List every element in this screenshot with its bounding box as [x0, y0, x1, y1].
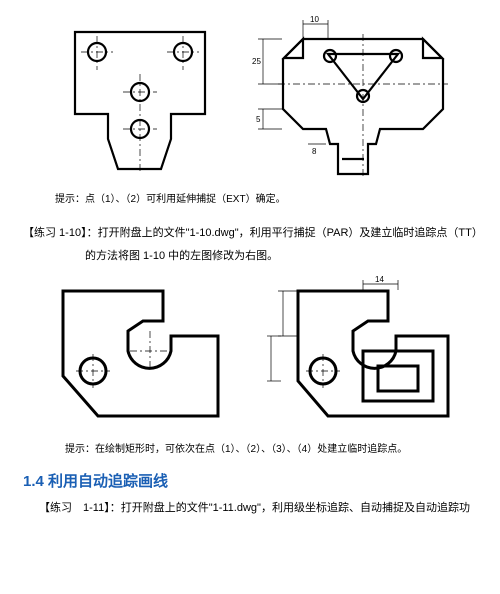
figure-2-pair: 14: [15, 276, 485, 436]
exercise-1-10-line1: 【练习 1-10】：打开附盘上的文件"1-10.dwg"，利用平行捕捉（PAR）…: [23, 222, 485, 244]
figure-1-right: 10 25 5 8: [248, 14, 448, 184]
caption-2: 提示：在绘制矩形时，可依次在点（1）、（2）、（3）、（4）处建立临时追踪点。: [65, 442, 485, 458]
dim-label-14: 14: [375, 276, 384, 284]
section-heading-1-4: 1.4 利用自动追踪画线: [23, 470, 485, 494]
dim-label-top: 10: [310, 15, 319, 24]
dim-label-bottom: 8: [312, 147, 317, 156]
dim-label-side-upper: 25: [252, 57, 261, 66]
exercise-1-10-line2: 的方法将图 1-10 中的左图修改为右图。: [85, 248, 485, 266]
dim-label-side-lower: 5: [256, 115, 261, 124]
figure-2-right: 14: [253, 276, 458, 436]
figure-1-pair: 10 25 5 8: [15, 14, 485, 184]
figure-1-left: [53, 14, 223, 179]
caption-1: 提示：点（1）、（2）可利用延伸捕捉（EXT）确定。: [55, 192, 485, 208]
figure-2-left: [43, 276, 228, 436]
exercise-1-11: 【练习 1-11】：打开附盘上的文件"1-11.dwg"，利用级坐标追踪、自动捕…: [39, 500, 485, 518]
